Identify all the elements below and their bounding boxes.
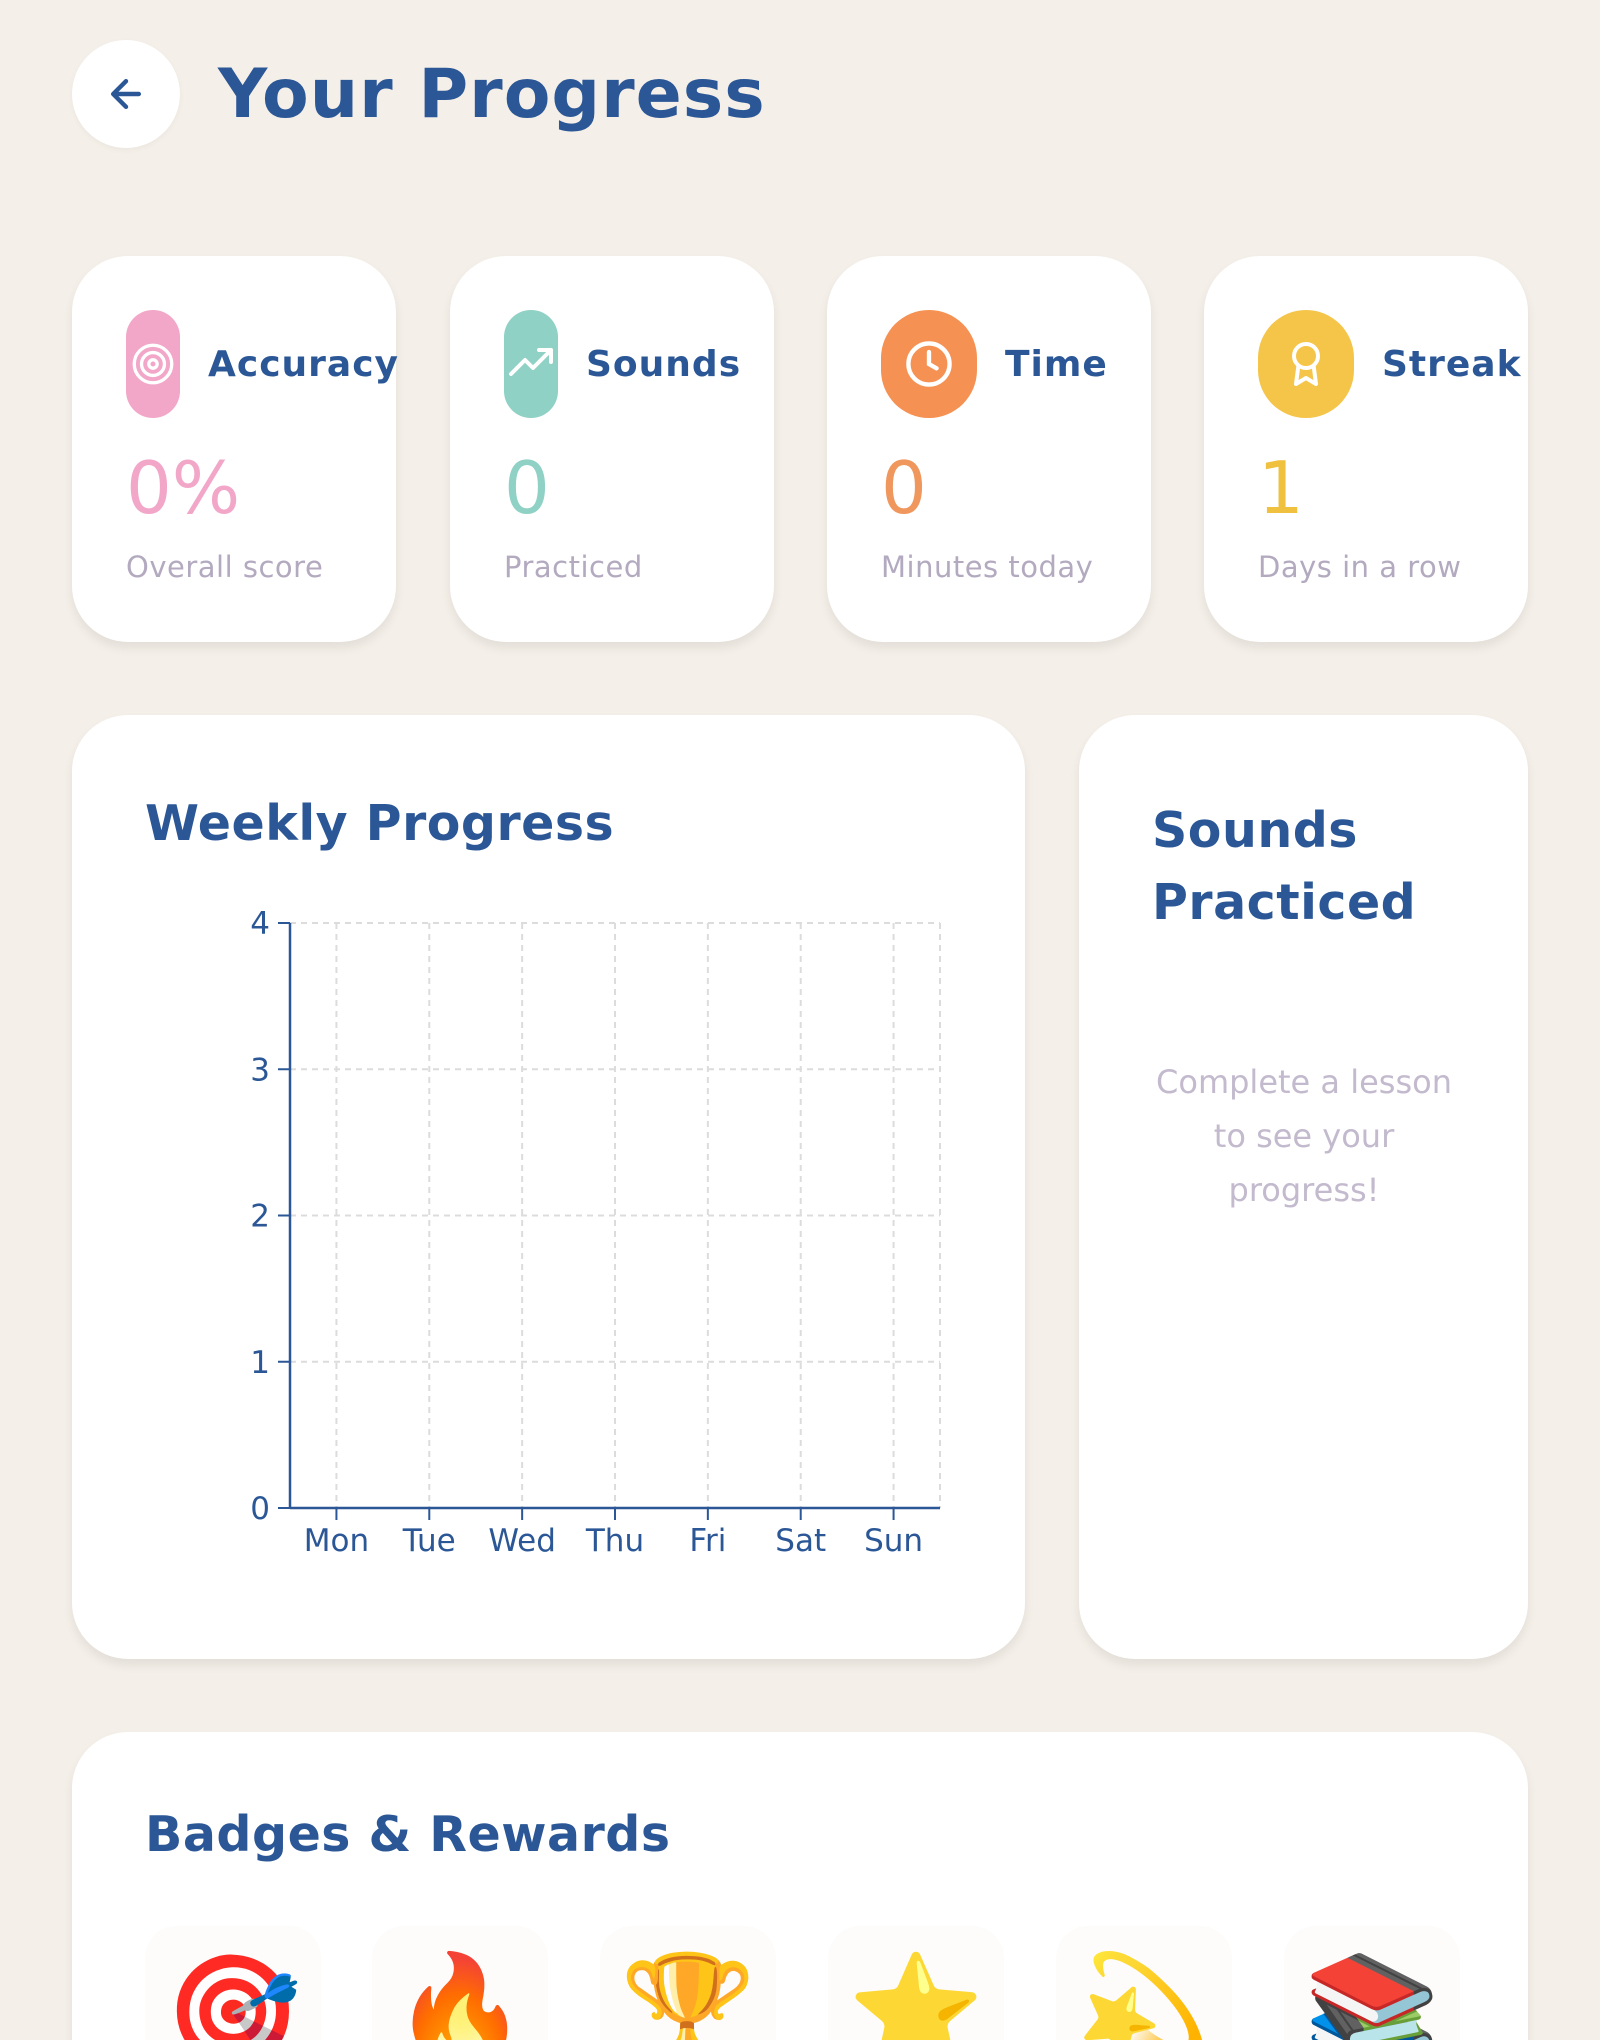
stat-sub: Minutes today bbox=[881, 550, 1094, 584]
stat-value: 1 bbox=[1258, 446, 1304, 530]
weekly-progress-panel: Weekly Progress 0 1 2 3 4 Mon Tue Wed Thu Fri Sat S… bbox=[72, 715, 1025, 1659]
shooting-star-icon: 💫 bbox=[1075, 1947, 1213, 2040]
y-tick-label: 1 bbox=[250, 1345, 270, 1381]
badge-trophy[interactable]: 🏆 bbox=[600, 1926, 776, 2040]
badge-star[interactable]: ⭐ bbox=[828, 1926, 1004, 2040]
badges-title: Badges & Rewards bbox=[145, 1806, 671, 1863]
stat-card-sounds: Sounds 0 Practiced bbox=[450, 256, 774, 642]
badge-shooting-star[interactable]: 💫 bbox=[1056, 1926, 1232, 2040]
books-icon: 📚 bbox=[1303, 1947, 1441, 2040]
dart-target-icon: 🎯 bbox=[164, 1947, 302, 2040]
stat-label: Sounds bbox=[586, 343, 742, 385]
sounds-practiced-panel: Sounds Practiced Complete a lesson to se… bbox=[1079, 715, 1528, 1659]
sounds-practiced-title: Sounds Practiced bbox=[1152, 802, 1417, 931]
arrow-left-icon bbox=[110, 78, 142, 110]
stat-value: 0 bbox=[881, 446, 927, 530]
y-tick-label: 3 bbox=[250, 1052, 270, 1088]
stat-label: Time bbox=[1005, 343, 1108, 385]
target-icon bbox=[126, 310, 180, 418]
stat-label: Accuracy bbox=[208, 343, 400, 385]
y-tick-label: 0 bbox=[250, 1491, 270, 1527]
y-tick-label: 2 bbox=[250, 1199, 270, 1235]
stat-card-time: Time 0 Minutes today bbox=[827, 256, 1151, 642]
weekly-progress-chart: 0 1 2 3 4 Mon Tue Wed Thu Fri Sat Sun bbox=[250, 906, 941, 1559]
page-title: Your Progress bbox=[218, 54, 766, 134]
award-icon bbox=[1258, 310, 1354, 418]
x-tick-label: Fri bbox=[689, 1523, 726, 1559]
x-tick-label: Tue bbox=[402, 1523, 456, 1559]
x-tick-label: Mon bbox=[304, 1523, 369, 1559]
clock-icon bbox=[881, 310, 977, 418]
stat-sub: Practiced bbox=[504, 550, 643, 584]
x-tick-label: Sat bbox=[775, 1523, 826, 1559]
trending-up-icon bbox=[504, 310, 558, 418]
fire-icon: 🔥 bbox=[391, 1947, 529, 2040]
stat-card-accuracy: Accuracy 0% Overall score bbox=[72, 256, 400, 642]
trophy-icon: 🏆 bbox=[619, 1947, 757, 2040]
header: Your Progress bbox=[72, 40, 766, 148]
stat-value: 0% bbox=[126, 446, 241, 530]
star-icon: ⭐ bbox=[847, 1947, 985, 2040]
stat-sub: Overall score bbox=[126, 550, 324, 584]
badge-fire[interactable]: 🔥 bbox=[372, 1926, 548, 2040]
x-tick-label: Wed bbox=[488, 1523, 556, 1559]
x-tick-label: Sun bbox=[864, 1523, 923, 1559]
stat-value: 0 bbox=[504, 446, 550, 530]
stat-label: Streak bbox=[1382, 343, 1522, 385]
badge-books[interactable]: 📚 bbox=[1284, 1926, 1460, 2040]
x-tick-label: Thu bbox=[585, 1523, 644, 1559]
y-tick-label: 4 bbox=[250, 906, 270, 942]
stat-card-streak: Streak 1 Days in a row bbox=[1204, 256, 1528, 642]
badge-dart-target[interactable]: 🎯 bbox=[145, 1926, 321, 2040]
stat-sub: Days in a row bbox=[1258, 550, 1462, 584]
back-button[interactable] bbox=[72, 40, 180, 148]
empty-state-message: Complete a lesson to see your progress! bbox=[1156, 1063, 1452, 1209]
weekly-progress-title: Weekly Progress bbox=[145, 795, 615, 852]
